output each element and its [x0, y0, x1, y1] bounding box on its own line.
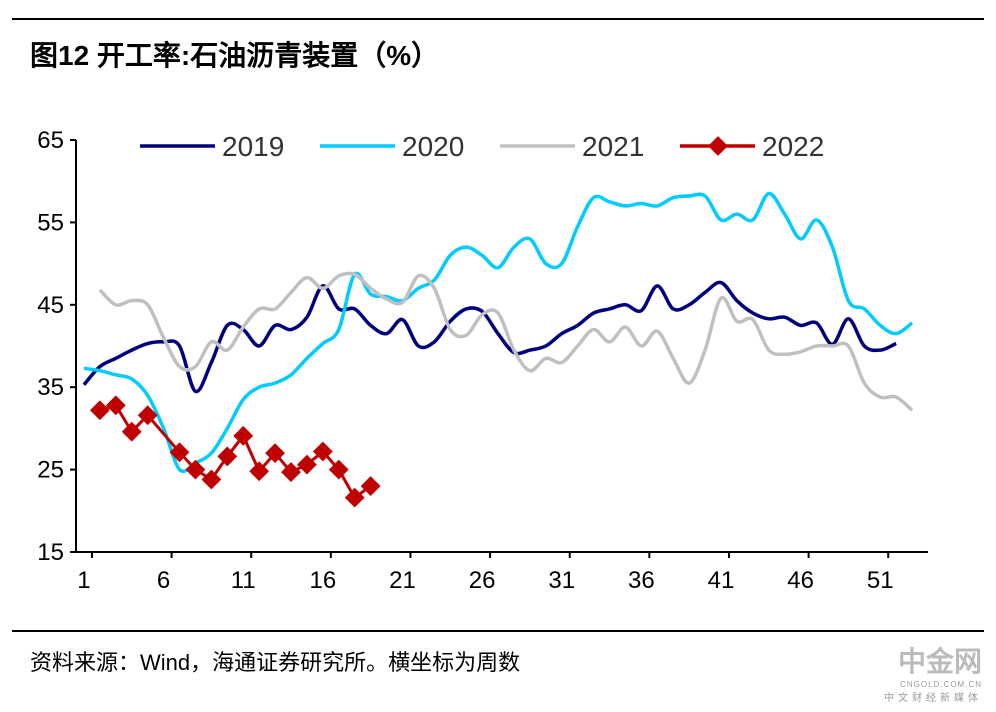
- y-tick-label: 35: [37, 374, 64, 401]
- data-point-2022: [297, 454, 317, 475]
- data-point-2022: [169, 442, 190, 463]
- data-point-2022: [105, 395, 126, 416]
- x-tick-label: 1: [77, 567, 90, 594]
- figure-title: 图12 开工率:石油沥青装置（%）: [30, 40, 440, 71]
- y-tick-label: 65: [37, 127, 64, 154]
- data-point-2022: [185, 459, 206, 480]
- legend-label-2022: 2022: [762, 131, 824, 162]
- bottom-rule: [12, 630, 984, 632]
- x-tick-label: 36: [628, 567, 655, 594]
- data-point-2022: [121, 421, 142, 442]
- top-rule: [12, 18, 984, 20]
- data-point-2022: [328, 459, 349, 480]
- data-point-2022: [201, 469, 222, 490]
- x-tick-label: 11: [231, 567, 256, 594]
- watermark-logo: 中金网 CNGOLD.COM.CN 中文财经新媒体: [884, 640, 982, 704]
- data-point-2022: [265, 443, 285, 464]
- x-tick-label: 46: [787, 567, 814, 594]
- x-tick-label: 6: [157, 567, 170, 594]
- watermark-tagline: 中文财经新媒体: [884, 693, 982, 704]
- data-point-2022: [137, 405, 158, 426]
- legend-label-2020: 2020: [402, 131, 464, 162]
- x-tick-label: 31: [548, 567, 575, 594]
- data-point-2022: [217, 446, 238, 467]
- watermark-domain: CNGOLD.COM.CN: [900, 680, 982, 689]
- x-tick-label: 16: [309, 567, 336, 594]
- x-tick-label: 41: [708, 567, 735, 594]
- data-point-2022: [89, 400, 110, 421]
- watermark-name: 中金网: [897, 646, 982, 677]
- data-point-2022: [360, 476, 381, 496]
- data-point-2022: [344, 487, 365, 508]
- y-tick-label: 25: [37, 457, 64, 484]
- data-point-2022: [312, 441, 333, 462]
- series-line-2019: [82, 280, 897, 394]
- x-tick-label: 21: [389, 567, 416, 594]
- source-note: 资料来源：Wind，海通证券研究所。横坐标为周数: [30, 650, 521, 675]
- data-point-2022: [249, 461, 270, 482]
- y-tick-label: 15: [37, 539, 64, 566]
- y-tick-label: 45: [37, 292, 64, 319]
- legend-label-2019: 2019: [222, 131, 284, 162]
- series-line-2021: [98, 271, 914, 412]
- y-tick-label: 55: [37, 209, 64, 236]
- series-line-2020: [83, 191, 914, 474]
- legend-label-2021: 2021: [582, 131, 644, 162]
- data-point-2022: [233, 425, 254, 446]
- legend-marker-2022: [708, 136, 728, 156]
- x-tick-label: 51: [867, 567, 894, 594]
- x-tick-label: 26: [469, 567, 496, 594]
- data-point-2022: [281, 462, 301, 482]
